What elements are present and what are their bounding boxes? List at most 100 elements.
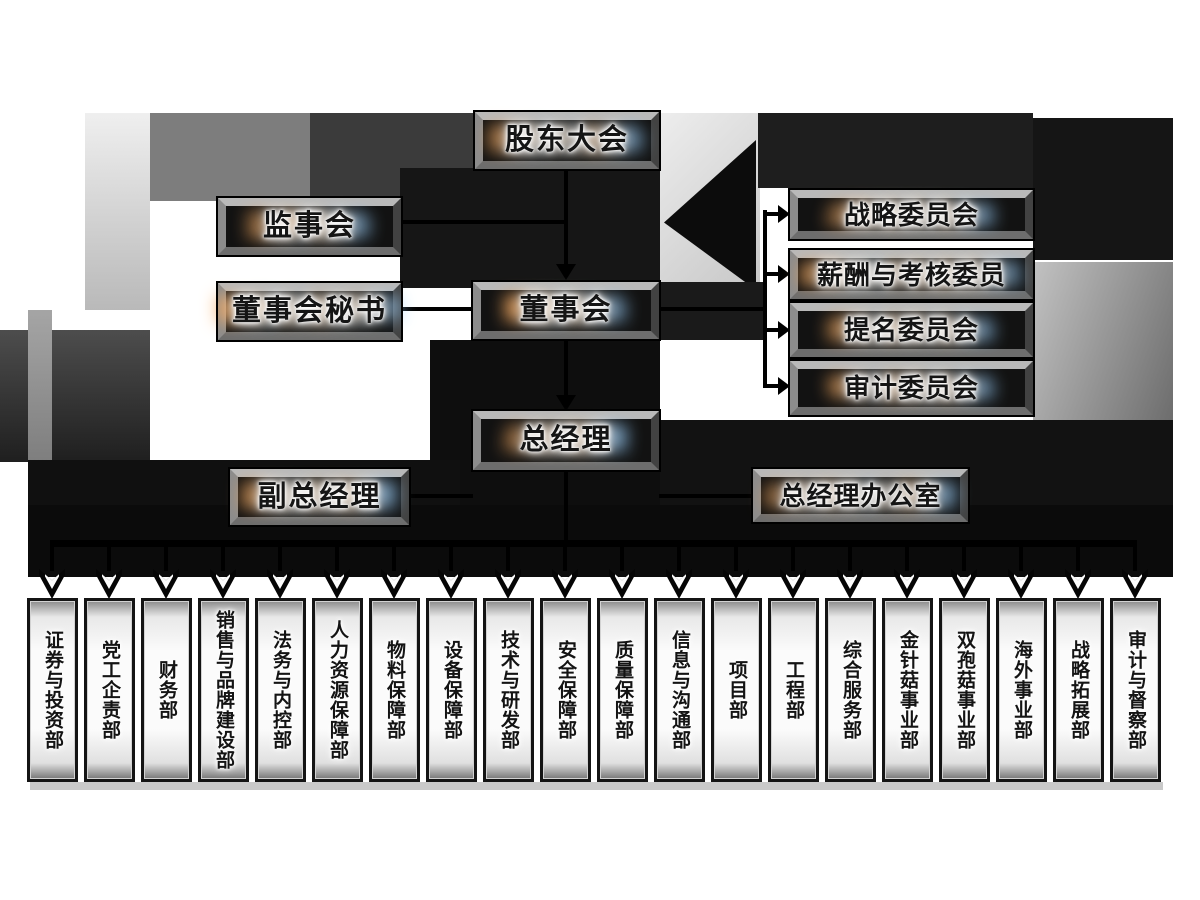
- connector-line: [765, 272, 779, 276]
- connector-line: [278, 547, 282, 571]
- org-node-label: 薪酬与考核委员: [816, 259, 1006, 290]
- background-artifact: [1033, 262, 1173, 420]
- connector-line: [765, 384, 779, 388]
- org-node-dept-quality: 质量保障部: [597, 598, 648, 782]
- org-node-board: 董事会: [471, 280, 661, 341]
- connector-line: [506, 547, 510, 571]
- connector-line: [763, 210, 767, 388]
- background-artifact: [758, 113, 1033, 188]
- background-artifact: [150, 113, 310, 201]
- background-artifact: [659, 282, 765, 340]
- connector-line: [400, 220, 566, 224]
- org-node-label: 财务部: [156, 660, 177, 720]
- org-node-label: 技术与研发部: [498, 630, 519, 750]
- org-node-dept-project: 项目部: [711, 598, 762, 782]
- org-node-dept-enoki-division: 金针菇事业部: [882, 598, 933, 782]
- arrow-right-icon: [778, 321, 790, 339]
- connector-line: [221, 547, 225, 571]
- org-node-label: 党工企责部: [99, 640, 120, 740]
- org-node-label: 项目部: [726, 660, 747, 720]
- org-node-dept-party-work: 党工企责部: [84, 598, 135, 782]
- arrow-right-icon: [778, 205, 790, 223]
- connector-line: [962, 547, 966, 571]
- org-node-label: 股东大会: [504, 124, 629, 156]
- connector-line: [848, 547, 852, 571]
- connector-line: [765, 328, 779, 332]
- connector-line: [409, 494, 473, 498]
- org-node-dept-overseas-division: 海外事业部: [996, 598, 1047, 782]
- org-node-label: 总经理: [519, 424, 613, 456]
- background-artifact: [1033, 118, 1173, 260]
- org-node-label: 战略拓展部: [1068, 640, 1089, 740]
- connector-line: [335, 547, 339, 571]
- connector-line: [107, 547, 111, 571]
- connector-line: [905, 547, 909, 571]
- org-node-label: 金针菇事业部: [897, 630, 918, 750]
- connector-line: [563, 547, 567, 571]
- org-node-label: 海外事业部: [1011, 640, 1032, 740]
- arrow-down-icon: [556, 264, 576, 280]
- arrow-right-icon: [778, 265, 790, 283]
- org-node-strategy-committee: 战略委员会: [788, 188, 1035, 241]
- org-node-dept-safety: 安全保障部: [540, 598, 591, 782]
- org-node-dept-button-mushroom-division: 双孢菇事业部: [939, 598, 990, 782]
- org-node-deputy-gm: 副总经理: [228, 467, 411, 527]
- arrow-down-icon: [556, 395, 576, 411]
- org-node-dept-equipment-support: 设备保障部: [426, 598, 477, 782]
- org-node-label: 董事会: [519, 294, 613, 326]
- org-node-label: 综合服务部: [840, 640, 861, 740]
- org-node-label: 副总经理: [257, 480, 382, 513]
- org-node-label: 董事会秘书: [231, 295, 387, 327]
- org-node-label: 销售与品牌建设部: [213, 610, 234, 770]
- connector-line: [449, 547, 453, 571]
- connector-line: [1019, 547, 1023, 571]
- org-node-label: 双孢菇事业部: [954, 630, 975, 750]
- connector-rail: [50, 540, 1137, 547]
- org-node-label: 法务与内控部: [270, 630, 291, 750]
- org-node-dept-material-support: 物料保障部: [369, 598, 420, 782]
- org-node-label: 设备保障部: [441, 640, 462, 740]
- connector-line: [659, 494, 753, 498]
- connector-line: [620, 547, 624, 571]
- org-node-label: 工程部: [783, 660, 804, 720]
- org-node-label: 信息与沟通部: [669, 630, 690, 750]
- org-node-label: 安全保障部: [555, 640, 576, 740]
- org-node-label: 物料保障部: [384, 640, 405, 740]
- background-artifact: [400, 168, 660, 288]
- org-node-dept-info-communication: 信息与沟通部: [654, 598, 705, 782]
- org-node-gm-office: 总经理办公室: [751, 467, 970, 524]
- connector-line: [1133, 547, 1137, 571]
- org-node-dept-strategic-expansion: 战略拓展部: [1053, 598, 1104, 782]
- arrow-right-icon: [778, 377, 790, 395]
- org-node-dept-audit-supervision: 审计与督察部: [1110, 598, 1161, 782]
- org-node-shareholders: 股东大会: [473, 110, 661, 171]
- connector-line: [677, 547, 681, 571]
- background-artifact: [85, 113, 150, 310]
- org-node-label: 监事会: [262, 210, 356, 242]
- connector-line: [659, 307, 765, 311]
- org-node-dept-sales-brand: 销售与品牌建设部: [198, 598, 249, 782]
- org-node-dept-engineering: 工程部: [768, 598, 819, 782]
- org-node-label: 证券与投资部: [42, 630, 63, 750]
- background-artifact: [30, 782, 1163, 790]
- org-node-compensation-committee: 薪酬与考核委员: [788, 248, 1035, 301]
- connector-line: [564, 470, 568, 544]
- org-node-nomination-committee: 提名委员会: [788, 301, 1035, 359]
- org-node-supervisory-board: 监事会: [216, 196, 403, 257]
- connector-line: [392, 547, 396, 571]
- connector-line: [765, 212, 779, 216]
- connector-line: [564, 168, 568, 264]
- org-node-label: 审计委员会: [843, 373, 979, 403]
- org-node-dept-hr-support: 人力资源保障部: [312, 598, 363, 782]
- connector-line: [1076, 547, 1080, 571]
- org-node-dept-general-services: 综合服务部: [825, 598, 876, 782]
- connector-line: [164, 547, 168, 571]
- connector-line: [791, 547, 795, 571]
- org-node-dept-securities-investment: 证券与投资部: [27, 598, 78, 782]
- connector-line: [50, 547, 54, 571]
- org-node-audit-committee: 审计委员会: [788, 359, 1035, 417]
- org-node-dept-tech-rd: 技术与研发部: [483, 598, 534, 782]
- org-node-label: 战略委员会: [843, 199, 979, 230]
- org-node-label: 质量保障部: [612, 640, 633, 740]
